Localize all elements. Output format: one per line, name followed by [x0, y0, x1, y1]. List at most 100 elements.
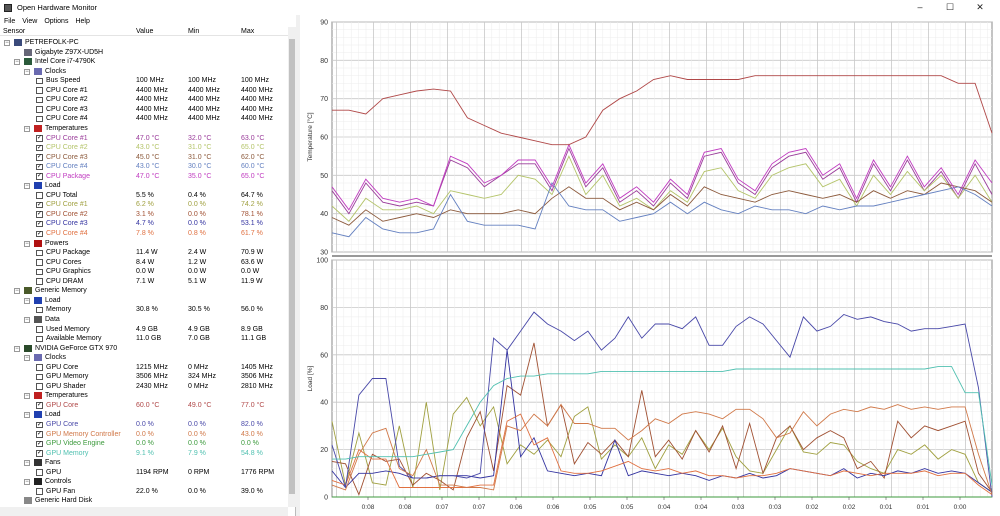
sensor-checkbox[interactable]: ✓: [36, 163, 43, 171]
sensor-checkbox[interactable]: [36, 77, 43, 85]
tree-row[interactable]: ✓ CPU Core #4 7.8 % 0.8 % 61.7 %: [0, 229, 288, 239]
tree-row[interactable]: ✓ GPU Core 60.0 °C 49.0 °C 77.0 °C: [0, 401, 288, 411]
tree-row[interactable]: Used Memory 4.9 GB 4.9 GB 8.9 GB: [0, 325, 288, 335]
close-button[interactable]: ✕: [976, 2, 984, 12]
tree-row[interactable]: GPU Fan 22.0 % 0.0 % 39.0 %: [0, 487, 288, 497]
tree-row[interactable]: Gigabyte Z97X-UD5H: [0, 48, 288, 58]
sensor-checkbox[interactable]: ✓: [36, 431, 43, 438]
expand-toggle[interactable]: −: [14, 345, 20, 352]
sensor-checkbox[interactable]: [36, 306, 43, 314]
horizontal-scrollbar[interactable]: [0, 507, 288, 516]
tree-row[interactable]: ✓ CPU Core #4 43.0 °C 30.0 °C 60.0 °C: [0, 162, 288, 172]
sensor-checkbox[interactable]: ✓: [36, 421, 43, 428]
expand-toggle[interactable]: −: [24, 393, 30, 400]
expand-toggle[interactable]: −: [24, 355, 30, 362]
column-sensor[interactable]: Sensor: [3, 28, 26, 35]
sensor-checkbox[interactable]: [36, 373, 43, 381]
tree-row[interactable]: ✓ GPU Core 0.0 % 0.0 % 82.0 %: [0, 420, 288, 430]
tree-row[interactable]: − Clocks: [0, 67, 288, 77]
expand-toggle[interactable]: −: [24, 183, 30, 190]
sensor-checkbox[interactable]: ✓: [36, 201, 43, 209]
tree-row[interactable]: − Powers: [0, 239, 288, 249]
tree-row[interactable]: − Load: [0, 181, 288, 191]
tree-row[interactable]: ✓ CPU Core #3 45.0 °C 31.0 °C 62.0 °C: [0, 153, 288, 163]
sensor-checkbox[interactable]: ✓: [36, 402, 43, 409]
tree-row[interactable]: − NVIDIA GeForce GTX 970: [0, 344, 288, 354]
sensor-checkbox[interactable]: [36, 115, 43, 123]
sensor-checkbox[interactable]: [36, 364, 43, 371]
tree-row[interactable]: ✓ GPU Memory 9.1 % 7.9 % 54.8 %: [0, 449, 288, 459]
sensor-checkbox[interactable]: ✓: [36, 154, 43, 161]
sensor-checkbox[interactable]: [36, 335, 43, 343]
sensor-checkbox[interactable]: ✓: [36, 450, 43, 457]
tree-row[interactable]: ✓ CPU Core #2 43.0 °C 31.0 °C 65.0 °C: [0, 143, 288, 153]
column-min[interactable]: Min: [188, 28, 200, 35]
expand-toggle[interactable]: −: [14, 59, 20, 66]
sensor-checkbox[interactable]: ✓: [36, 230, 43, 237]
expand-toggle[interactable]: −: [24, 412, 30, 419]
maximize-button[interactable]: ☐: [945, 2, 955, 12]
sensor-checkbox[interactable]: [36, 249, 43, 257]
sensor-checkbox[interactable]: [36, 326, 43, 333]
tree-row[interactable]: CPU Core #1 4400 MHz 4400 MHz 4400 MHz: [0, 86, 288, 96]
tree-row[interactable]: CPU Total 5.5 % 0.4 % 64.7 %: [0, 191, 288, 201]
tree-row[interactable]: ✓ GPU Memory Controller 0.0 % 0.0 % 43.0 %: [0, 430, 288, 440]
expand-toggle[interactable]: −: [24, 125, 30, 132]
tree-row[interactable]: CPU Core #2 4400 MHz 4400 MHz 4400 MHz: [0, 95, 288, 105]
tree-row[interactable]: CPU Core #4 4400 MHz 4400 MHz 4400 MHz: [0, 114, 288, 124]
column-value[interactable]: Value: [136, 28, 154, 35]
sensor-checkbox[interactable]: ✓: [36, 440, 43, 448]
tree-row[interactable]: ✓ CPU Core #3 4.7 % 0.0 % 53.1 %: [0, 219, 288, 229]
tree-row[interactable]: CPU Core #3 4400 MHz 4400 MHz 4400 MHz: [0, 105, 288, 115]
expand-toggle[interactable]: −: [24, 460, 30, 467]
expand-toggle[interactable]: −: [24, 479, 30, 486]
expand-toggle[interactable]: −: [24, 316, 30, 323]
tree-row[interactable]: GPU Memory 3506 MHz 324 MHz 3506 MHz: [0, 372, 288, 382]
sensor-checkbox[interactable]: [36, 106, 43, 113]
tree-row[interactable]: Bus Speed 100 MHz 100 MHz 100 MHz: [0, 76, 288, 86]
tree-row[interactable]: GPU Shader 2430 MHz 0 MHz 2810 MHz: [0, 382, 288, 392]
splitter[interactable]: [296, 15, 300, 516]
tree-row[interactable]: GPU 1194 RPM 0 RPM 1776 RPM: [0, 468, 288, 478]
expand-toggle[interactable]: −: [24, 240, 30, 247]
expand-toggle[interactable]: −: [4, 40, 10, 46]
menu-options[interactable]: Options: [44, 17, 69, 25]
expand-toggle[interactable]: −: [24, 297, 30, 304]
tree-row[interactable]: Available Memory 11.0 GB 7.0 GB 11.1 GB: [0, 334, 288, 344]
tree-row[interactable]: Memory 30.8 % 30.5 % 56.0 %: [0, 305, 288, 315]
sensor-checkbox[interactable]: [36, 278, 43, 285]
tree-row[interactable]: − Temperatures: [0, 391, 288, 401]
tree-row[interactable]: − Load: [0, 296, 288, 306]
tree-row[interactable]: − Controls: [0, 477, 288, 487]
sensor-checkbox[interactable]: ✓: [36, 211, 43, 218]
expand-toggle[interactable]: −: [24, 68, 30, 75]
tree-row[interactable]: − Temperatures: [0, 124, 288, 134]
tree-row[interactable]: Generic Hard Disk: [0, 496, 288, 506]
tree-row[interactable]: − Load: [0, 410, 288, 420]
tree-row[interactable]: − Generic Memory: [0, 286, 288, 296]
sensor-checkbox[interactable]: ✓: [36, 135, 43, 142]
tree-row[interactable]: CPU Graphics 0.0 W 0.0 W 0.0 W: [0, 267, 288, 277]
minimize-button[interactable]: –: [917, 2, 923, 12]
sensor-checkbox[interactable]: ✓: [36, 173, 43, 180]
sensor-checkbox[interactable]: ✓: [36, 220, 43, 228]
sensor-checkbox[interactable]: [36, 259, 43, 266]
tree-row[interactable]: ✓ CPU Core #2 3.1 % 0.0 % 78.1 %: [0, 210, 288, 220]
tree-row[interactable]: CPU Package 11.4 W 2.4 W 70.9 W: [0, 248, 288, 258]
tree-row[interactable]: ✓ CPU Core #1 6.2 % 0.0 % 74.2 %: [0, 200, 288, 210]
sensor-checkbox[interactable]: [36, 488, 43, 495]
sensor-checkbox[interactable]: [36, 383, 43, 390]
tree-row[interactable]: GPU Core 1215 MHz 0 MHz 1405 MHz: [0, 363, 288, 373]
vertical-scrollbar[interactable]: [288, 27, 296, 507]
menu-file[interactable]: File: [4, 17, 16, 25]
sensor-checkbox[interactable]: ✓: [36, 144, 43, 152]
tree-row[interactable]: ✓ CPU Core #1 47.0 °C 32.0 °C 63.0 °C: [0, 134, 288, 144]
menu-view[interactable]: View: [22, 17, 38, 25]
tree-row[interactable]: CPU DRAM 7.1 W 5.1 W 11.9 W: [0, 277, 288, 287]
sensor-checkbox[interactable]: [36, 87, 43, 94]
tree-row[interactable]: − Fans: [0, 458, 288, 468]
tree-row[interactable]: − Intel Core i7-4790K: [0, 57, 288, 67]
tree-row[interactable]: ✓ GPU Video Engine 0.0 % 0.0 % 0.0 %: [0, 439, 288, 449]
menu-help[interactable]: Help: [75, 17, 90, 25]
tree-row[interactable]: − PETREFOLK-PC: [0, 38, 288, 48]
